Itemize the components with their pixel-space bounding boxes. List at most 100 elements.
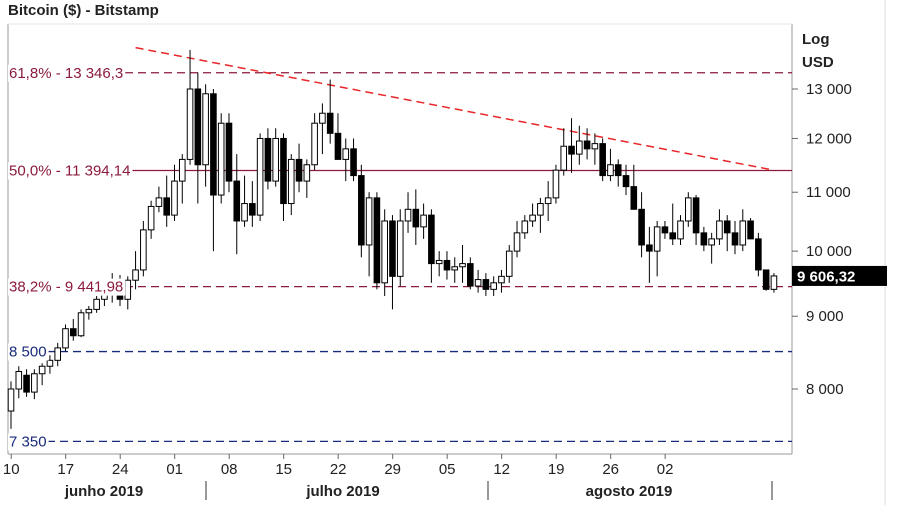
x-tick-label: 26 xyxy=(602,461,619,478)
x-tick-label: 02 xyxy=(657,461,674,478)
candle xyxy=(716,209,723,245)
candle-body xyxy=(178,158,186,182)
x-tick-label: 08 xyxy=(221,461,238,478)
candle xyxy=(389,215,396,310)
candle-body xyxy=(140,229,147,271)
candle xyxy=(537,197,544,233)
candle xyxy=(132,251,139,290)
y-tick-label: 10 000 xyxy=(806,243,852,260)
candle xyxy=(280,133,287,221)
candle-body xyxy=(630,186,638,210)
candle-body xyxy=(303,164,311,182)
candle-body xyxy=(77,312,85,337)
candle-body xyxy=(319,112,326,124)
month-label: julho 2019 xyxy=(305,483,379,500)
level-label: 38,2% - 9 441,98 xyxy=(9,279,123,296)
candle-body xyxy=(770,275,778,290)
candle-body xyxy=(69,328,77,337)
candle-body xyxy=(451,266,459,271)
candle xyxy=(529,203,536,227)
level-label: 7 350 xyxy=(9,433,47,450)
candle xyxy=(334,113,342,160)
candle-body xyxy=(435,259,443,265)
candle-body xyxy=(264,137,272,182)
candle-body xyxy=(521,220,529,234)
x-tick-label: 12 xyxy=(493,461,510,478)
candle-body xyxy=(31,373,38,393)
candle-body xyxy=(272,137,279,182)
scale-label-log: Log xyxy=(802,31,830,48)
candle-body xyxy=(350,148,357,177)
candle-body xyxy=(210,93,217,196)
candle xyxy=(140,220,147,277)
candle-body xyxy=(731,232,739,246)
candle xyxy=(311,113,318,171)
candle-body xyxy=(256,137,264,216)
candle xyxy=(358,164,365,258)
resistance-trendline xyxy=(135,46,775,171)
level-label-bg xyxy=(8,64,126,82)
candle-body xyxy=(62,328,69,349)
candle xyxy=(124,276,132,310)
candle xyxy=(498,269,505,293)
candle xyxy=(630,164,638,210)
candle xyxy=(576,125,583,165)
candle xyxy=(163,175,170,227)
level-label-bg xyxy=(8,162,133,180)
candle xyxy=(614,159,622,187)
x-tick-label: 10 xyxy=(3,461,20,478)
level-label: 8 500 xyxy=(9,344,47,361)
candle-body xyxy=(412,208,420,228)
candle xyxy=(23,369,30,397)
candle-body xyxy=(755,238,762,271)
candle xyxy=(599,138,606,182)
y-tick-label: 11 000 xyxy=(806,184,851,201)
candle xyxy=(443,251,451,280)
candle-body xyxy=(513,232,521,252)
candle xyxy=(319,103,326,155)
candle-body xyxy=(677,220,684,240)
candle xyxy=(739,209,747,252)
candle xyxy=(646,226,653,283)
candle xyxy=(607,148,614,182)
y-tick-label: 13 000 xyxy=(806,81,852,98)
candle-body xyxy=(280,137,287,205)
last-price-badge xyxy=(792,265,887,286)
candle xyxy=(669,203,677,245)
candle-body xyxy=(38,365,46,375)
candle-body xyxy=(163,197,170,216)
candle-body xyxy=(233,180,241,222)
candle-body xyxy=(607,164,614,177)
candle-body xyxy=(295,158,303,182)
candle-body xyxy=(708,238,715,246)
candle xyxy=(7,381,15,429)
candle-body xyxy=(498,275,505,284)
candle xyxy=(521,215,529,239)
candle-body xyxy=(599,143,606,177)
x-tick-label: 19 xyxy=(548,461,565,478)
candle xyxy=(373,192,381,290)
candle-body xyxy=(459,263,466,268)
candle xyxy=(451,257,459,283)
candle xyxy=(404,192,412,233)
candle-body xyxy=(614,164,622,177)
candle xyxy=(396,209,404,287)
candle-body xyxy=(684,197,692,222)
candle xyxy=(147,200,155,239)
candle xyxy=(272,128,279,187)
candle xyxy=(591,133,599,165)
candle xyxy=(568,118,575,173)
candle-body xyxy=(365,197,373,246)
candle xyxy=(513,220,521,258)
last-price-label: 9 606,32 xyxy=(797,268,855,285)
level-label: 61,8% - 13 346,3 xyxy=(9,65,123,82)
candle-body xyxy=(591,143,599,150)
candle xyxy=(54,342,62,367)
candle-body xyxy=(326,112,334,134)
candle xyxy=(202,84,209,187)
candle-body xyxy=(124,279,132,300)
candle-body xyxy=(389,220,396,277)
candle-body xyxy=(537,203,544,216)
candle-body xyxy=(381,220,388,284)
